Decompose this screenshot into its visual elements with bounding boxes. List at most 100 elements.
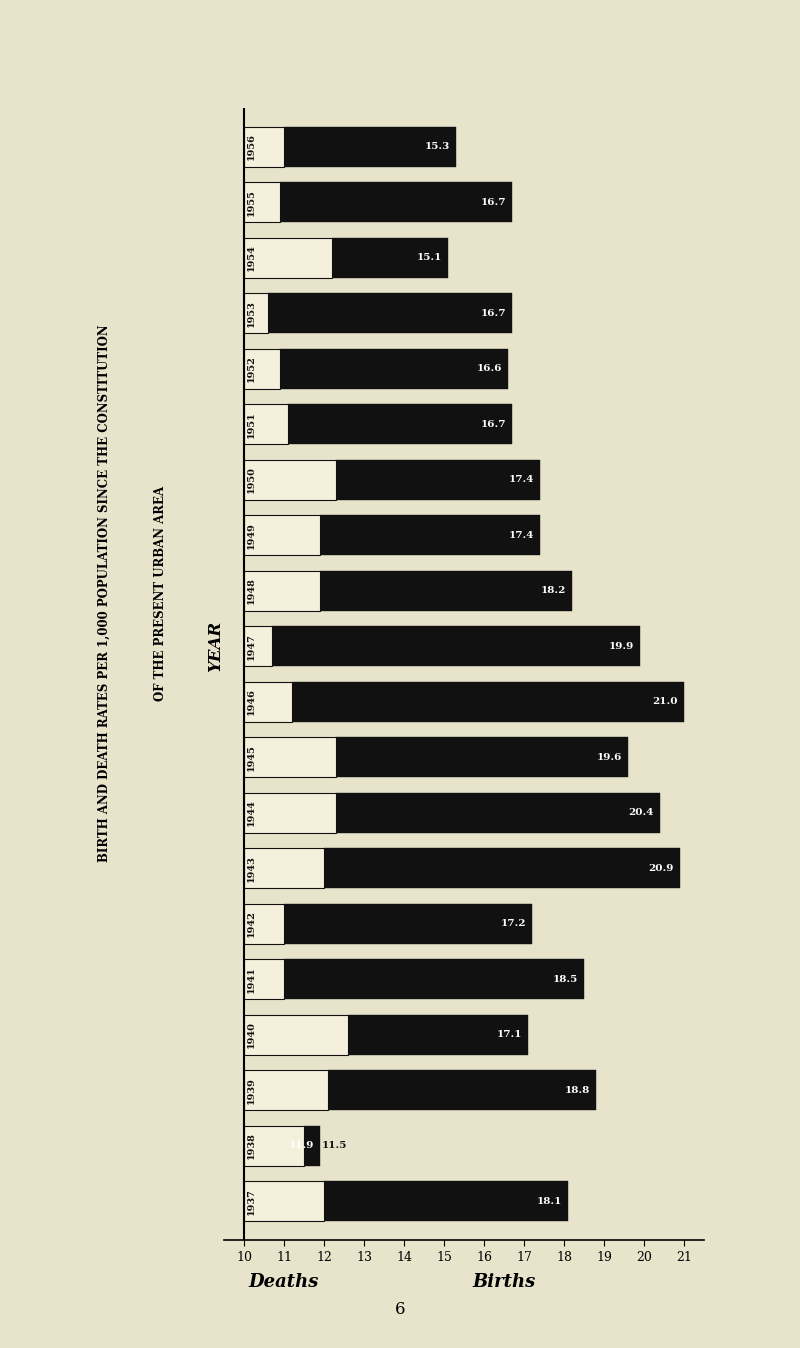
Bar [244, 1126, 304, 1166]
Text: 12.3: 12.3 [370, 809, 394, 817]
Bar [304, 1126, 320, 1166]
Text: 15.1: 15.1 [417, 253, 442, 263]
Bar [244, 627, 272, 666]
Bar [244, 349, 280, 388]
Bar [244, 404, 288, 445]
Text: 19.9: 19.9 [609, 642, 634, 651]
Text: 1952: 1952 [247, 356, 256, 381]
Text: 12.0: 12.0 [351, 864, 377, 872]
Text: 1940: 1940 [247, 1022, 256, 1049]
Text: 16.6: 16.6 [477, 364, 502, 373]
Text: 1951: 1951 [247, 411, 256, 438]
Text: 12.2: 12.2 [363, 253, 389, 263]
Text: 17.2: 17.2 [501, 919, 526, 929]
Bar [284, 127, 456, 167]
Text: 1947: 1947 [247, 632, 256, 659]
Text: 10.6: 10.6 [267, 309, 293, 318]
Bar [244, 848, 324, 888]
Text: 19.6: 19.6 [597, 752, 622, 762]
Bar [244, 237, 332, 278]
Text: 12.3: 12.3 [370, 752, 394, 762]
Text: 21.0: 21.0 [653, 697, 678, 706]
Bar [244, 127, 284, 167]
Text: 10.9: 10.9 [286, 198, 310, 206]
Text: 17.4: 17.4 [509, 476, 534, 484]
Text: 10.7: 10.7 [274, 642, 298, 651]
Text: 1938: 1938 [247, 1132, 256, 1159]
Text: 17.1: 17.1 [497, 1030, 522, 1039]
Text: 16.7: 16.7 [481, 309, 506, 318]
Text: 12.3: 12.3 [370, 476, 394, 484]
Bar [244, 515, 320, 555]
Text: 1953: 1953 [247, 299, 256, 326]
Bar [292, 682, 684, 721]
Bar [332, 237, 448, 278]
Text: 1948: 1948 [247, 577, 256, 604]
Text: 17.4: 17.4 [509, 531, 534, 539]
Text: 1945: 1945 [247, 744, 256, 771]
Text: 1955: 1955 [247, 189, 256, 216]
Text: Births: Births [472, 1274, 536, 1291]
Bar [320, 515, 540, 555]
Text: 1941: 1941 [247, 967, 256, 992]
Bar [244, 960, 284, 999]
Text: 11.9: 11.9 [346, 586, 370, 596]
Bar [324, 1181, 568, 1221]
Bar [336, 737, 628, 778]
Bar [348, 1015, 528, 1054]
Text: 11.9: 11.9 [346, 531, 370, 539]
Text: 11.1: 11.1 [298, 419, 322, 429]
Text: 1942: 1942 [247, 910, 256, 937]
Text: 1946: 1946 [247, 689, 256, 716]
Bar [244, 1015, 348, 1054]
Bar [268, 294, 512, 333]
Text: BIRTH AND DEATH RATES PER 1,000 POPULATION SINCE THE CONSTITUTION: BIRTH AND DEATH RATES PER 1,000 POPULATI… [98, 325, 110, 861]
Text: YEAR: YEAR [207, 620, 225, 671]
Text: 1937: 1937 [247, 1188, 256, 1215]
Bar [288, 404, 512, 445]
Bar [244, 737, 336, 778]
Text: Deaths: Deaths [249, 1274, 319, 1291]
Text: 11.9: 11.9 [289, 1142, 314, 1150]
Text: 6: 6 [394, 1301, 406, 1318]
Text: 1949: 1949 [247, 522, 256, 549]
Bar [284, 903, 532, 944]
Bar [336, 460, 540, 500]
Text: 18.2: 18.2 [541, 586, 566, 596]
Bar [280, 349, 508, 388]
Bar [244, 460, 336, 500]
Bar [244, 570, 320, 611]
Text: OF THE PRESENT URBAN AREA: OF THE PRESENT URBAN AREA [154, 485, 166, 701]
Text: 1944: 1944 [247, 799, 256, 826]
Text: 11.5: 11.5 [322, 1142, 346, 1150]
Text: 1943: 1943 [247, 855, 256, 882]
Bar [244, 1070, 328, 1111]
Text: 12.0: 12.0 [351, 1197, 377, 1206]
Text: 18.8: 18.8 [565, 1085, 590, 1095]
Bar [320, 570, 572, 611]
Text: 12.1: 12.1 [358, 1085, 382, 1095]
Bar [244, 1181, 324, 1221]
Bar [272, 627, 640, 666]
Bar [244, 903, 284, 944]
Text: 20.4: 20.4 [629, 809, 654, 817]
Bar [280, 182, 512, 222]
Bar [284, 960, 584, 999]
Text: 11.2: 11.2 [303, 697, 329, 706]
Text: 11.0: 11.0 [291, 142, 317, 151]
Text: 18.5: 18.5 [553, 975, 578, 984]
Text: 1956: 1956 [247, 133, 256, 160]
Text: 20.9: 20.9 [649, 864, 674, 872]
Bar [328, 1070, 596, 1111]
Text: 1950: 1950 [247, 466, 256, 493]
Text: 15.3: 15.3 [425, 142, 450, 151]
Bar [244, 182, 280, 222]
Text: 11.0: 11.0 [291, 919, 317, 929]
Bar [244, 682, 292, 721]
Text: 18.1: 18.1 [537, 1197, 562, 1206]
Text: 12.6: 12.6 [387, 1030, 413, 1039]
Bar [244, 294, 268, 333]
Text: 16.7: 16.7 [481, 419, 506, 429]
Text: 10.9: 10.9 [286, 364, 310, 373]
Bar [336, 793, 660, 833]
